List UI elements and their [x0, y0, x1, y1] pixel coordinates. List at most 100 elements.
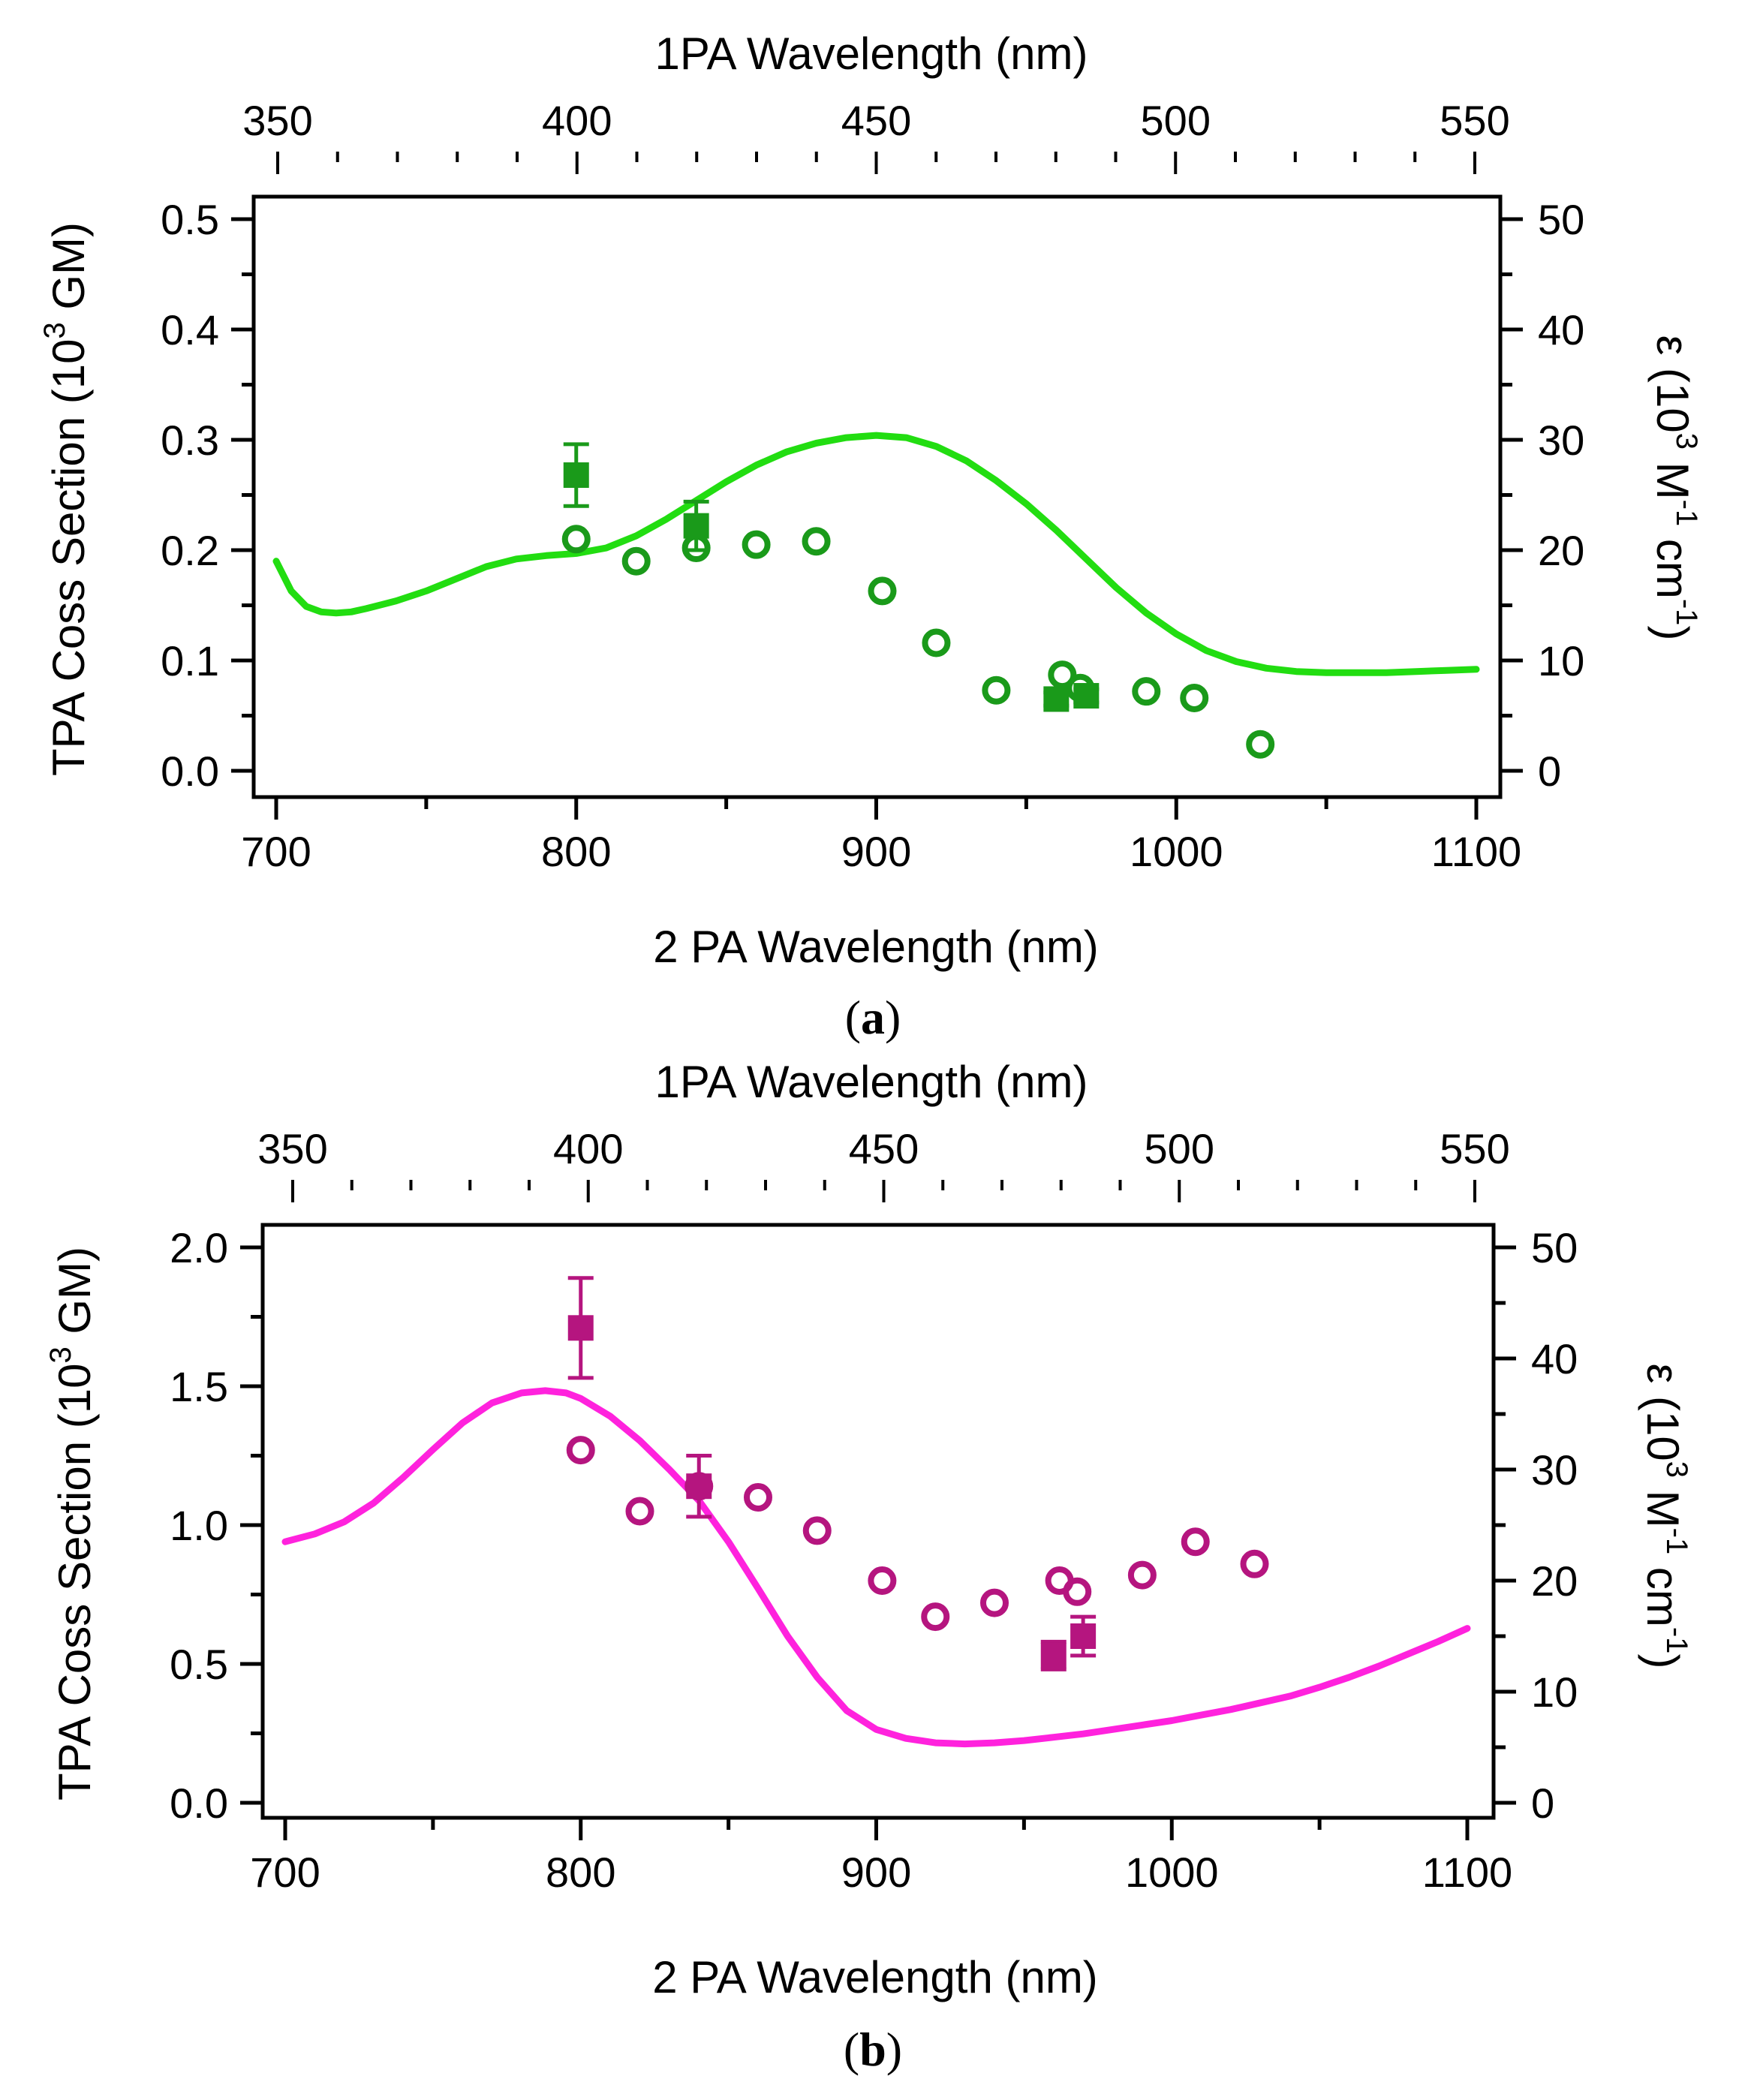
- filled-square-point: [563, 462, 589, 489]
- x-tick-label: 900: [841, 828, 911, 875]
- x2-tick-label: 350: [242, 97, 312, 144]
- left-axis-title: TPA Coss Section (103 GM): [38, 222, 94, 776]
- x-tick-label: 1100: [1422, 1849, 1512, 1896]
- plot-frame: [251, 194, 1503, 799]
- marker-layer: [566, 1276, 1269, 1671]
- x-tick-label: 1100: [1431, 828, 1521, 875]
- x2-tick-label: 400: [553, 1125, 623, 1172]
- bottom-axis: 700 800 900 1000 1100: [250, 1818, 1512, 1896]
- marker-layer: [561, 442, 1275, 759]
- open-circle-point: [1048, 660, 1077, 690]
- open-circle-point: [921, 1602, 950, 1632]
- open-circle-point: [1181, 1527, 1210, 1557]
- y-tick-label: 0.2: [161, 527, 219, 574]
- open-circle-point: [802, 1516, 832, 1545]
- filled-square-point: [567, 1315, 594, 1341]
- x-tick-label: 1000: [1130, 828, 1223, 875]
- panel-a: 1PA Wavelength (nm) 350 400 450 500 550 700 8…: [38, 29, 1703, 1044]
- y-tick-label: 0.0: [161, 748, 219, 795]
- filled-square-point: [686, 1473, 712, 1500]
- y2-tick-label: 0: [1531, 1780, 1554, 1827]
- open-circle-point: [802, 527, 831, 556]
- right-axis-title: ε (103 M-1 cm-1): [1638, 1364, 1693, 1669]
- open-circle-point: [625, 1497, 654, 1526]
- y2-tick-label: 10: [1531, 1668, 1578, 1716]
- left-axis-title: TPA Coss Section (103 GM): [44, 1247, 100, 1801]
- x2-tick-label: 550: [1440, 97, 1509, 144]
- x2-tick-label: 500: [1145, 1125, 1214, 1172]
- x-tick-label: 700: [241, 828, 311, 875]
- left-axis: 0.0 0.5 1.0 1.5 2.0: [170, 1224, 263, 1827]
- open-circle-point: [980, 1588, 1009, 1617]
- absorption-curve-layer: [281, 1387, 1471, 1748]
- y2-tick-label: 50: [1538, 196, 1584, 243]
- open-circle-point: [868, 1566, 897, 1595]
- y2-tick-label: 0: [1538, 748, 1561, 795]
- open-circle-point: [566, 1436, 595, 1465]
- top-axis: 350 400 450 500 550: [257, 1125, 1510, 1202]
- y2-tick-label: 50: [1531, 1224, 1578, 1271]
- right-axis-title: ε (103 M-1 cm-1): [1647, 335, 1703, 641]
- filled-square-point: [1043, 686, 1070, 712]
- y2-tick-label: 30: [1538, 417, 1584, 464]
- x2-tick-label: 500: [1141, 97, 1211, 144]
- x-tick-label: 1000: [1125, 1849, 1219, 1896]
- x2-tick-label: 450: [841, 97, 911, 144]
- panel-b: 1PA Wavelength (nm) 350 400 450 500 550 700 8…: [44, 1057, 1693, 2076]
- x-tick-label: 800: [546, 1849, 615, 1896]
- y-tick-label: 0.3: [161, 417, 219, 464]
- x-tick-label: 700: [250, 1849, 320, 1896]
- right-axis-title-exp: 3: [1670, 433, 1703, 450]
- absorption-curve-layer: [272, 432, 1480, 676]
- y-tick-label: 0.5: [161, 196, 219, 243]
- right-axis: 0 10 20 30 40 50: [1500, 196, 1584, 795]
- open-circle-point: [744, 1483, 772, 1512]
- filled-square-point: [1040, 1642, 1067, 1668]
- y2-tick-label: 10: [1538, 637, 1584, 684]
- top-axis-title: 1PA Wavelength (nm): [655, 1057, 1088, 1107]
- open-circle-point: [1063, 1577, 1092, 1606]
- x-tick-label: 900: [841, 1849, 911, 1896]
- bottom-axis-title: 2 PA Wavelength (nm): [652, 1952, 1098, 2002]
- y2-tick-label: 30: [1531, 1446, 1578, 1494]
- right-axis: 0 10 20 30 40 50: [1494, 1224, 1578, 1827]
- bottom-axis-title: 2 PA Wavelength (nm): [653, 922, 1099, 972]
- top-axis-title: 1PA Wavelength (nm): [655, 29, 1088, 79]
- panel-label-a: (a): [845, 991, 901, 1044]
- open-circle-point: [1127, 1560, 1157, 1590]
- x2-tick-label: 400: [542, 97, 612, 144]
- open-circle-point: [561, 525, 591, 554]
- y-tick-label: 0.5: [170, 1641, 228, 1688]
- panel-label-b: (b): [844, 2023, 902, 2076]
- x2-tick-label: 550: [1440, 1125, 1509, 1172]
- absorption-curve: [281, 1387, 1471, 1748]
- bottom-axis: 700 800 900 1000 1100: [241, 797, 1521, 875]
- y-tick-label: 0.0: [170, 1780, 228, 1827]
- open-circle-point: [1240, 1549, 1269, 1578]
- open-circle-point: [1180, 683, 1209, 712]
- y-tick-label: 1.5: [170, 1363, 228, 1410]
- right-axis-title-exp: 3: [1660, 1461, 1693, 1478]
- y-tick-label: 0.1: [161, 637, 219, 684]
- open-circle-point: [982, 675, 1011, 705]
- open-circle-point: [742, 530, 771, 559]
- y2-tick-label: 20: [1531, 1557, 1578, 1605]
- y-tick-label: 1.0: [170, 1502, 228, 1549]
- filled-square-point: [1073, 683, 1100, 709]
- open-circle-point: [868, 576, 897, 606]
- open-circle-point: [1246, 730, 1275, 759]
- y2-tick-label: 40: [1531, 1335, 1578, 1382]
- y-tick-label: 2.0: [170, 1224, 228, 1271]
- y2-tick-label: 20: [1538, 527, 1584, 574]
- top-axis: 350 400 450 500 550: [242, 97, 1510, 174]
- left-axis: 0.0 0.1 0.2 0.3 0.4 0.5: [161, 196, 254, 795]
- absorption-curve: [272, 432, 1480, 676]
- y-tick-label: 0.4: [161, 306, 219, 354]
- x2-tick-label: 350: [257, 1125, 327, 1172]
- x-tick-label: 800: [541, 828, 611, 875]
- open-circle-point: [922, 628, 951, 657]
- y2-tick-label: 40: [1538, 306, 1584, 354]
- open-circle-point: [621, 546, 651, 576]
- filled-square-point: [683, 513, 709, 539]
- x2-tick-label: 450: [849, 1125, 919, 1172]
